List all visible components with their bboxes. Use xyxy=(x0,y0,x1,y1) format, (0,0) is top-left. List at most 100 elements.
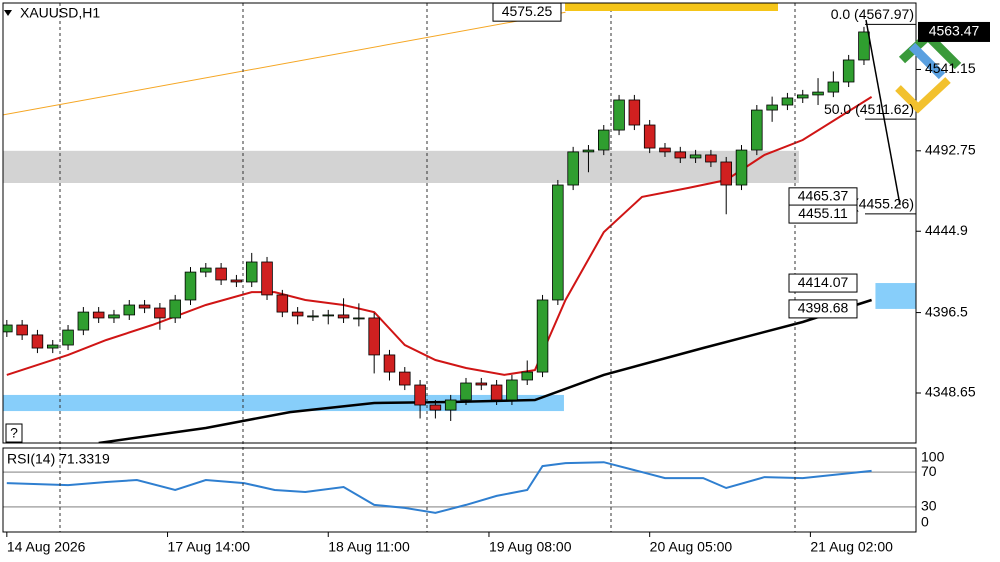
candle-body xyxy=(781,97,794,106)
candle-body xyxy=(659,147,671,153)
candle-body xyxy=(827,81,840,93)
candle-body xyxy=(414,384,426,406)
x-tick-label: 18 Aug 11:00 xyxy=(328,539,410,555)
candle-body xyxy=(138,304,151,309)
candle-body xyxy=(842,59,855,83)
candle-body xyxy=(567,151,579,186)
candle-body xyxy=(31,334,44,349)
candle-body xyxy=(766,104,778,111)
candle-body xyxy=(16,324,28,336)
y-tick-label: 4492.75 xyxy=(925,142,976,158)
candle-body xyxy=(475,382,488,386)
candle-body xyxy=(705,154,717,163)
price-label: 4455.11 xyxy=(798,205,848,221)
candle-body xyxy=(598,129,610,151)
fib-label: 0.0 (4567.97) xyxy=(831,6,914,22)
highlight-bar xyxy=(565,3,778,11)
line-series xyxy=(98,298,872,443)
candle-body xyxy=(200,267,212,273)
candle-body xyxy=(536,299,549,373)
overlay: 4541.15 4492.75 4444.9 4396.5 4348.65 14 Aug … xyxy=(2,2,990,555)
rsi-tick-label: 30 xyxy=(921,498,937,514)
candle-body xyxy=(322,314,335,317)
fib-label: 50.0 (4511.62) xyxy=(824,101,914,117)
candle-body xyxy=(674,151,687,159)
candle-body xyxy=(123,304,136,316)
candle-body xyxy=(582,149,595,153)
zone xyxy=(3,394,564,412)
rsi-tick-label: 70 xyxy=(921,463,937,479)
candle-body xyxy=(552,184,564,301)
candle-body xyxy=(261,261,273,296)
zone xyxy=(3,150,799,183)
help-button[interactable]: ? xyxy=(10,425,18,441)
fib-trend-line xyxy=(865,19,901,206)
x-tick-label: 19 Aug 08:00 xyxy=(489,539,572,555)
candle-body xyxy=(291,311,304,317)
candle-body xyxy=(307,315,319,318)
candle-body xyxy=(751,109,763,151)
candle-body xyxy=(444,399,457,411)
candle-body xyxy=(383,354,396,373)
candle-body xyxy=(399,371,411,386)
candle-body xyxy=(521,371,533,381)
zone xyxy=(875,283,916,309)
candle-body xyxy=(460,382,472,401)
x-tick-label: 17 Aug 14:00 xyxy=(168,539,251,555)
candle-body xyxy=(368,317,380,356)
candle-body xyxy=(276,294,289,313)
price-label-box xyxy=(492,2,562,22)
price-label-box xyxy=(788,204,858,224)
candle-body xyxy=(720,161,732,186)
price-label: 4398.68 xyxy=(798,300,849,316)
price-label-box xyxy=(788,273,858,293)
x-tick-label: 14 Aug 2026 xyxy=(7,539,86,555)
candle-body xyxy=(796,94,809,99)
candle-body xyxy=(77,311,90,331)
price-label-box xyxy=(788,299,858,319)
rsi-tick-label: 100 xyxy=(921,449,945,465)
rsi-plot xyxy=(3,461,916,514)
y-tick-label: 4541.15 xyxy=(925,60,976,76)
x-tick-label: 21 Aug 02:00 xyxy=(810,539,893,555)
candle-body xyxy=(353,317,365,320)
rsi-title: RSI(14) 71.3319 xyxy=(7,451,110,467)
candle-body xyxy=(858,31,870,61)
candle-body xyxy=(689,154,702,159)
candle-body xyxy=(169,299,181,319)
candle-body xyxy=(215,267,227,281)
x-tick-label: 20 Aug 05:00 xyxy=(650,539,733,555)
candle-body xyxy=(245,261,258,283)
candle-body xyxy=(184,271,197,301)
candle-body xyxy=(506,379,518,401)
y-tick-label: 4444.9 xyxy=(925,222,968,238)
candle-body xyxy=(490,384,503,401)
candle-body xyxy=(735,149,748,186)
line-series xyxy=(3,11,566,116)
candle-body xyxy=(62,329,74,346)
rsi-frame xyxy=(2,447,917,533)
main-frame xyxy=(2,2,917,444)
line-series xyxy=(6,96,873,376)
help-box[interactable] xyxy=(5,423,23,443)
price-label: 4575.25 xyxy=(502,3,553,19)
rsi-tick-label: 0 xyxy=(921,514,929,530)
candle-body xyxy=(108,314,120,319)
last-price-box xyxy=(918,21,990,42)
last-price-label: 4563.47 xyxy=(929,23,980,39)
y-tick-label: 4348.65 xyxy=(925,384,976,400)
symbol-arrow xyxy=(4,10,12,16)
candle-body xyxy=(154,307,166,319)
candle-body xyxy=(337,314,350,319)
candle-body xyxy=(429,404,442,411)
candle-body xyxy=(3,324,13,333)
y-tick-label: 4396.5 xyxy=(925,303,968,319)
candle-body xyxy=(613,99,625,131)
candle-body xyxy=(812,91,824,96)
candle-body xyxy=(628,99,641,126)
candle-body xyxy=(92,311,105,319)
price-label: 4414.07 xyxy=(798,274,849,290)
price-label: 4465.37 xyxy=(798,188,849,204)
